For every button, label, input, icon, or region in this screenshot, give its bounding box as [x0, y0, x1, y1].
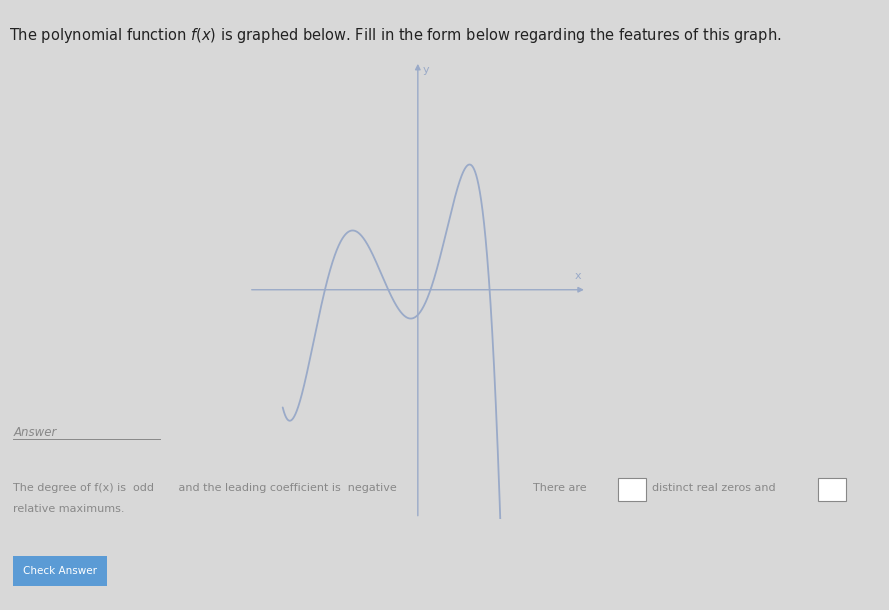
Text: Check Answer: Check Answer	[23, 566, 97, 576]
Text: There are: There are	[533, 483, 587, 493]
Text: Answer: Answer	[13, 426, 57, 439]
Text: relative maximums.: relative maximums.	[13, 504, 124, 514]
Text: distinct real zeros and: distinct real zeros and	[652, 483, 775, 493]
Text: x: x	[575, 271, 581, 281]
Text: The polynomial function $f(x)$ is graphed below. Fill in the form below regardin: The polynomial function $f(x)$ is graphe…	[9, 26, 781, 45]
Text: 4: 4	[629, 485, 636, 495]
Text: y: y	[423, 65, 429, 75]
Text: 2: 2	[829, 485, 836, 495]
Text: The degree of f(x) is  odd       and the leading coefficient is  negative: The degree of f(x) is odd and the leadin…	[13, 483, 397, 493]
